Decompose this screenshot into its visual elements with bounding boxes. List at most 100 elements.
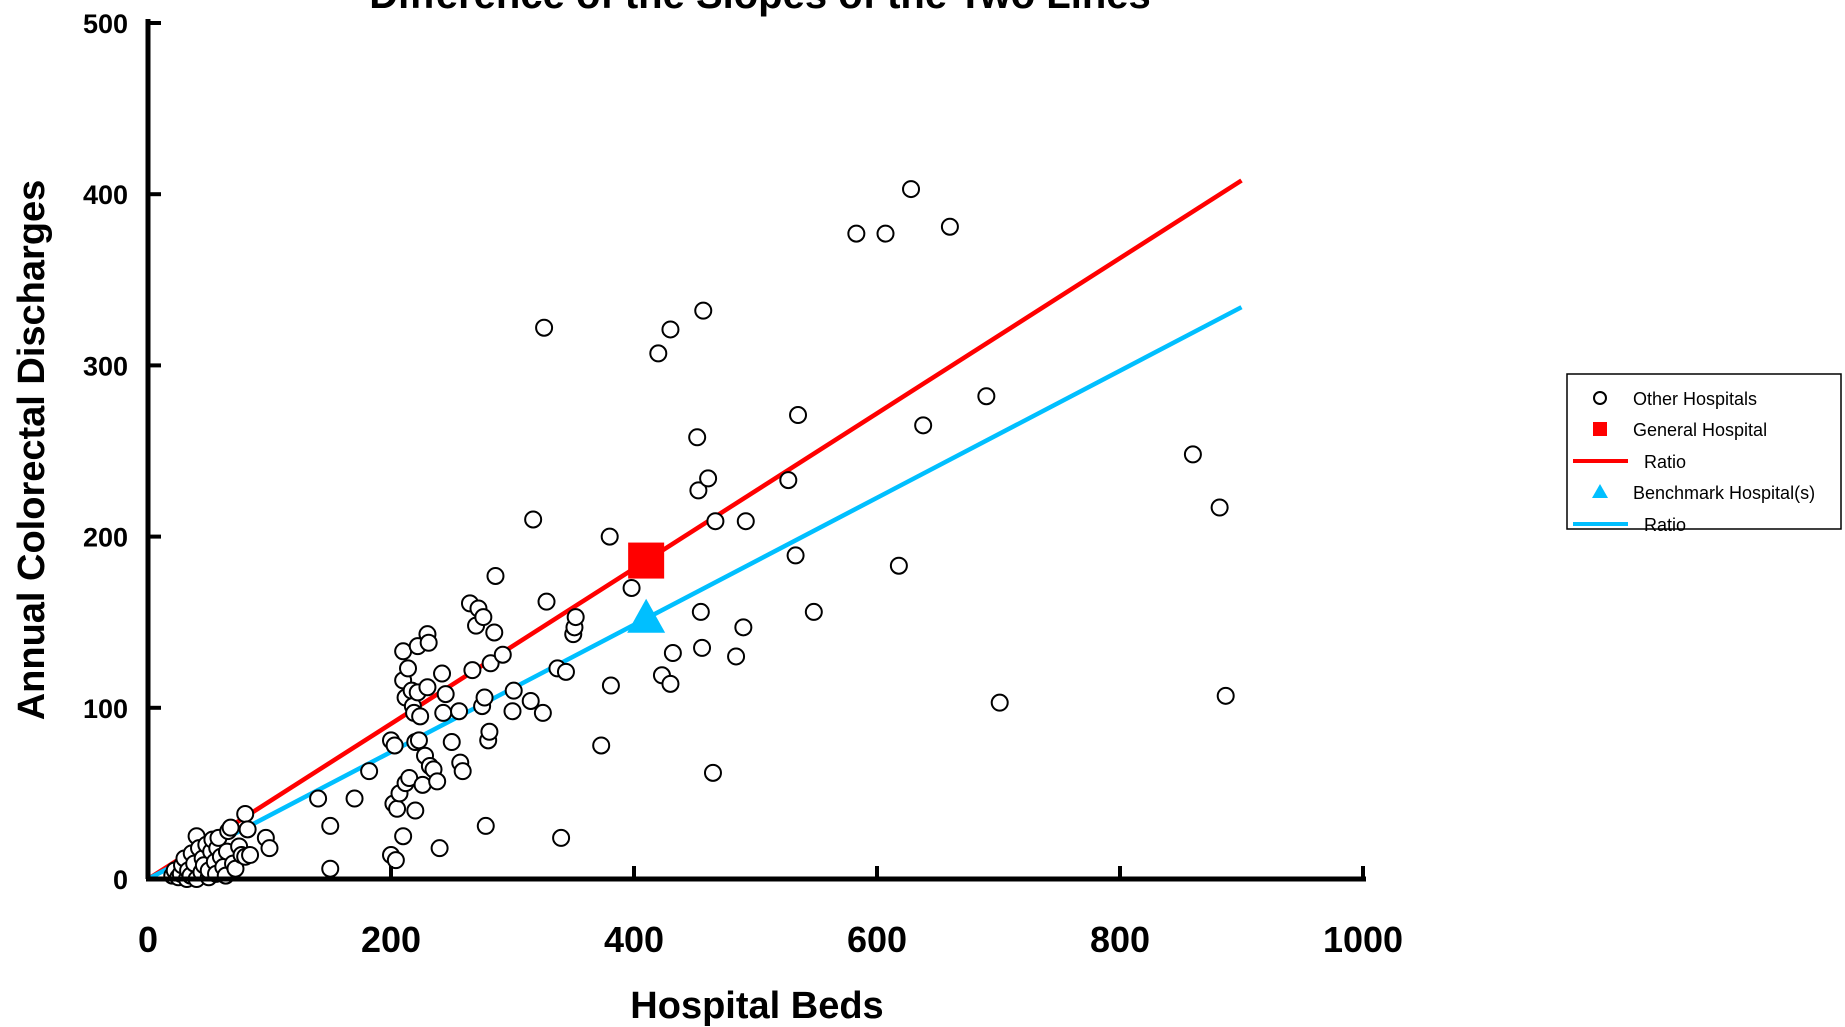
other-hospital-point — [442, 733, 461, 752]
other-hospital-point — [409, 731, 428, 750]
other-hospital-point — [394, 827, 413, 846]
other-hospital-point — [221, 818, 240, 837]
x-tick-label: 400 — [604, 919, 664, 960]
other-hospital-point — [537, 592, 556, 611]
other-hospital-point — [238, 820, 257, 839]
other-hospital-point — [661, 320, 680, 339]
other-hospital-point — [736, 512, 755, 531]
other-hospital-point — [399, 659, 418, 678]
other-hospital-point — [474, 608, 493, 627]
other-hospital-point — [727, 647, 746, 666]
other-hospital-point — [699, 469, 718, 488]
other-hospital-point — [1183, 445, 1202, 464]
other-hospital-point — [453, 762, 472, 781]
other-hospital-point — [434, 703, 453, 722]
data-points — [163, 180, 1235, 888]
y-tick-label: 0 — [113, 865, 128, 895]
x-axis-label: Hospital Beds — [630, 985, 883, 1027]
other-hospital-point — [601, 676, 620, 695]
other-hospital-point — [419, 633, 438, 652]
legend-square-icon — [1593, 422, 1607, 436]
other-hospital-point — [688, 428, 707, 447]
other-hospital-point — [486, 566, 505, 585]
other-hospital-point — [889, 556, 908, 575]
other-hospital-point — [430, 839, 449, 858]
other-hospital-point — [463, 661, 482, 680]
ratio-line-general — [146, 178, 1243, 881]
ratio-line-benchmark — [146, 305, 1243, 881]
other-hospital-point — [309, 789, 328, 808]
other-hospital-point — [260, 839, 279, 858]
legend-label: Benchmark Hospital(s) — [1633, 483, 1815, 503]
other-hospital-point — [592, 736, 611, 755]
x-tick-label: 800 — [1090, 919, 1150, 960]
other-hospital-point — [1210, 498, 1229, 517]
other-hospital-point — [977, 387, 996, 406]
legend-label: Ratio — [1644, 452, 1686, 472]
other-hospital-point — [694, 301, 713, 320]
general-hospital-marker — [628, 542, 665, 579]
other-hospital-point — [1216, 686, 1235, 705]
other-hospital-point — [476, 816, 495, 835]
other-hospital-point — [689, 481, 708, 500]
legend-box — [1566, 373, 1842, 530]
other-hospital-point — [693, 638, 712, 657]
y-ticks: 0 100 200 300 400 500 — [83, 9, 161, 895]
other-hospital-point — [649, 344, 668, 363]
other-hospital-point — [663, 644, 682, 663]
x-tick-label: 200 — [361, 919, 421, 960]
other-hospital-point — [661, 674, 680, 693]
other-hospital-point — [691, 602, 710, 621]
x-tick-label: 600 — [847, 919, 907, 960]
other-hospital-point — [876, 224, 895, 243]
highlight-markers — [627, 542, 666, 633]
legend: Other Hospitals General Hospital Ratio Benc… — [1566, 373, 1842, 535]
y-tick-label: 200 — [83, 523, 128, 553]
y-axis-label: Annual Colorectal Discharges — [11, 180, 53, 721]
other-hospital-point — [535, 318, 554, 337]
x-ticks: 0 200 400 600 800 1000 — [138, 866, 1403, 960]
axes — [145, 19, 1366, 882]
other-hospital-point — [418, 678, 437, 697]
other-hospital-point — [734, 618, 753, 637]
other-hospital-point — [503, 702, 522, 721]
legend-label: Other Hospitals — [1633, 389, 1757, 409]
other-hospital-point — [914, 416, 933, 435]
other-hospital-point — [779, 471, 798, 490]
ratio-lines — [146, 178, 1243, 881]
other-hospital-point — [406, 801, 425, 820]
other-hospital-point — [433, 664, 452, 683]
other-hospital-point — [493, 645, 512, 664]
other-hospital-point — [786, 546, 805, 565]
other-hospital-point — [450, 702, 469, 721]
benchmark-hospital-marker — [627, 598, 666, 633]
other-hospital-point — [345, 789, 364, 808]
y-tick-label: 500 — [83, 9, 128, 39]
other-hospital-point — [236, 804, 255, 823]
other-hospital-point — [804, 602, 823, 621]
other-hospital-point — [902, 180, 921, 199]
other-hospital-point — [940, 217, 959, 236]
other-hospital-point — [533, 703, 552, 722]
other-hospital-point — [485, 623, 504, 642]
other-hospital-point — [524, 510, 543, 529]
legend-triangle-icon — [1592, 484, 1608, 498]
other-hospital-point — [504, 681, 523, 700]
other-hospital-point — [388, 799, 407, 818]
other-hospital-point — [622, 578, 641, 597]
other-hospital-point — [556, 662, 575, 681]
legend-label: Ratio — [1644, 515, 1686, 535]
other-hospital-point — [600, 527, 619, 546]
other-hospital-point — [789, 406, 808, 425]
legend-circle-icon — [1593, 391, 1607, 405]
other-hospital-point — [475, 688, 494, 707]
other-hospital-point — [847, 224, 866, 243]
x-tick-label: 1000 — [1323, 919, 1403, 960]
other-hospital-point — [386, 851, 405, 870]
other-hospital-point — [703, 763, 722, 782]
other-hospital-point — [481, 654, 500, 673]
other-hospital-point — [411, 707, 430, 726]
legend-label: General Hospital — [1633, 420, 1767, 440]
other-hospital-point — [428, 772, 447, 791]
